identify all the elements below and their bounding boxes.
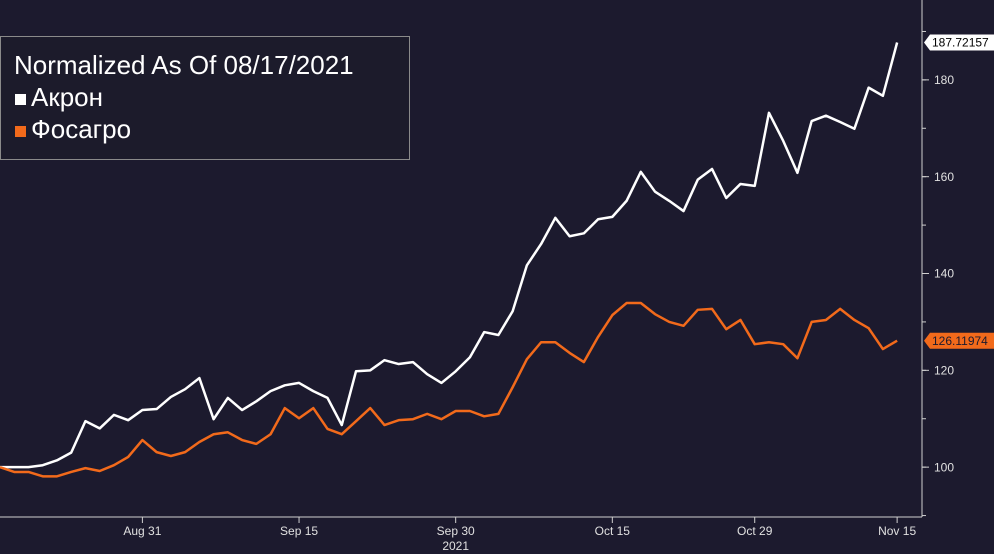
x-tick-label: Sep 15: [280, 524, 318, 538]
y-tick-label: 140: [934, 267, 954, 281]
plot-area: [0, 42, 899, 478]
last-value-box: [924, 34, 994, 51]
y-tick-label: 120: [934, 363, 954, 377]
y-tick-label: 160: [934, 170, 954, 184]
legend-swatch: [15, 94, 26, 105]
legend-swatch: [15, 126, 26, 137]
last-value-label: 126.11974: [932, 334, 988, 348]
legend-label: Акрон: [31, 82, 103, 112]
legend-box: [0, 36, 410, 160]
y-tick-label: 180: [934, 73, 954, 87]
y-tick-label: 100: [934, 460, 954, 474]
x-tick-label: Sep 30: [437, 524, 475, 538]
x-tick-label: Oct 15: [595, 524, 631, 538]
x-tick-label: Oct 29: [737, 524, 773, 538]
x-tick-label: Nov 15: [878, 524, 916, 538]
chart-title: Normalized As Of 08/17/2021: [14, 50, 354, 80]
series-line: [0, 42, 899, 469]
x-tick-label: Aug 31: [123, 524, 161, 538]
last-value-box: [924, 332, 994, 349]
last-value-label: 187.72157: [932, 36, 989, 50]
series-line: [0, 301, 898, 478]
x-year-label: 2021: [442, 539, 469, 553]
legend-label: Фосагро: [31, 114, 131, 144]
